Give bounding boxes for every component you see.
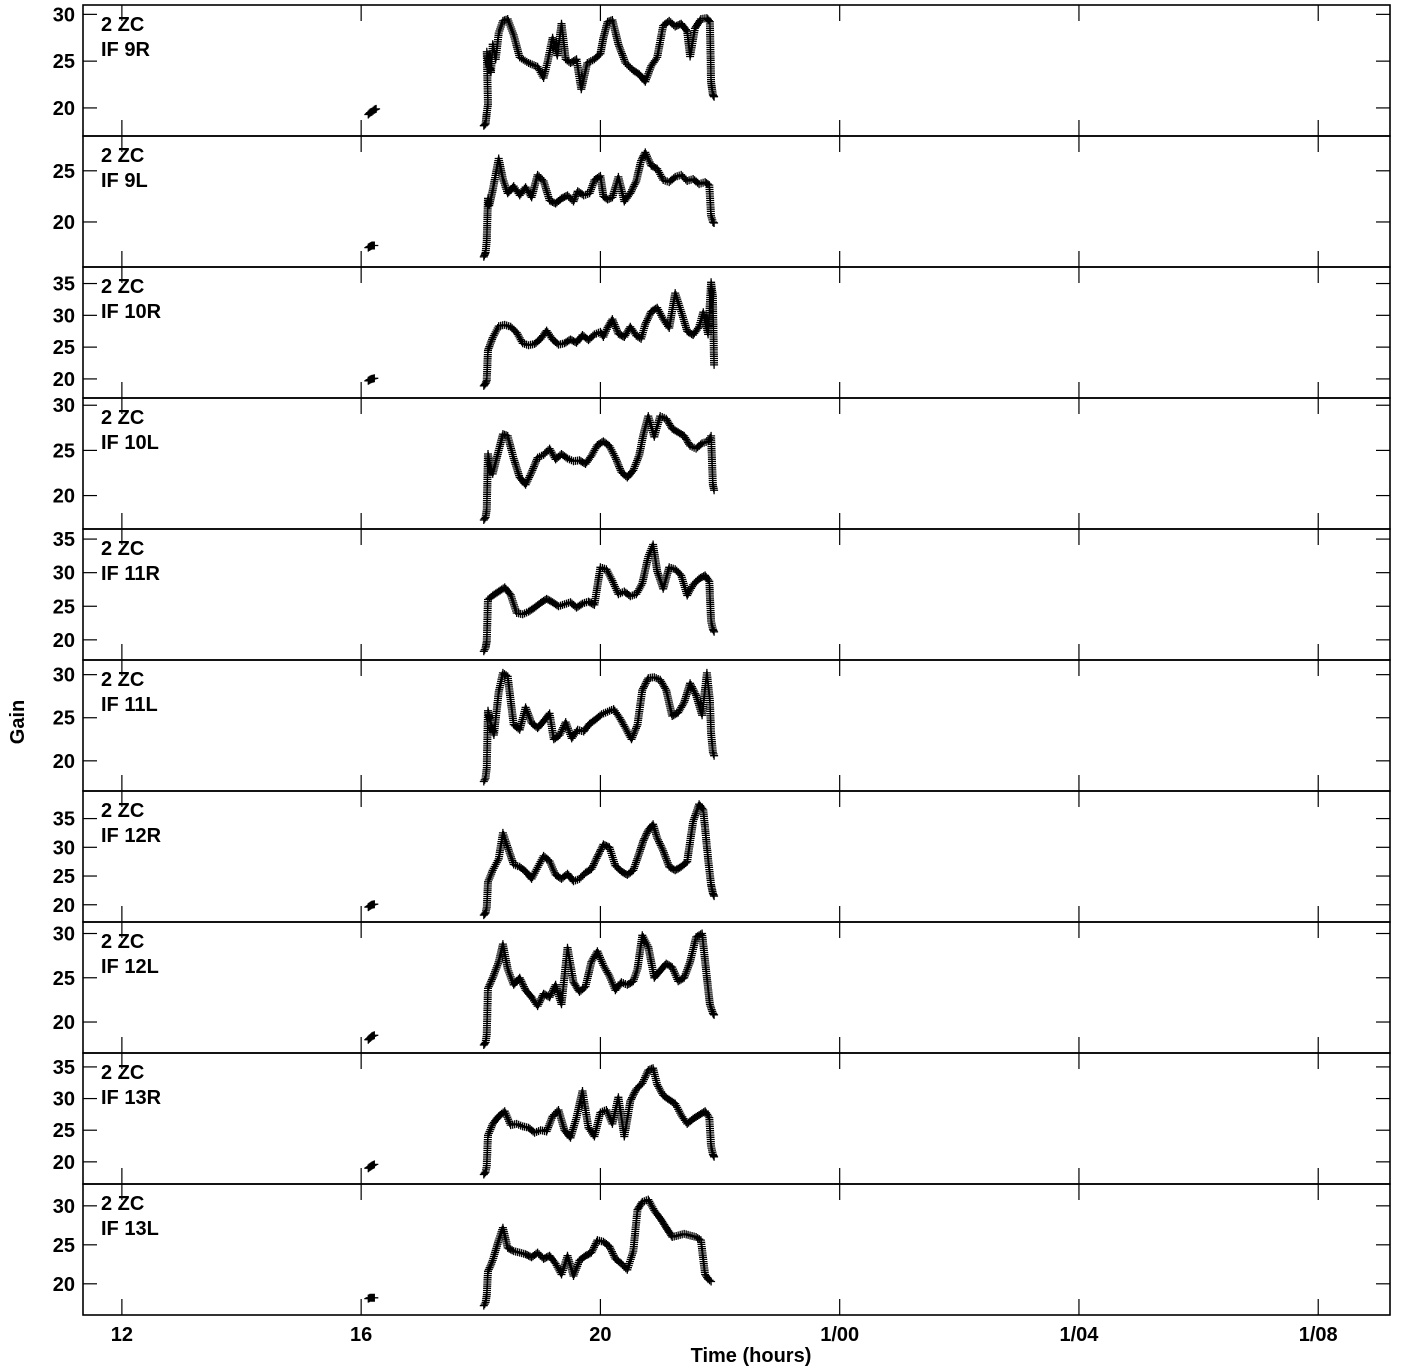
panel-label-if: IF 12L	[101, 956, 159, 978]
y-axis-title: Gain	[7, 700, 29, 744]
y-tick-label: 30	[53, 305, 75, 327]
y-tick-label: 25	[53, 708, 75, 730]
panel-6: 20 25 30 2 ZC IF 11L	[53, 659, 1391, 792]
y-tick-label: 25	[53, 1235, 75, 1257]
x-tick-label: 20	[589, 1324, 611, 1346]
panel-frame	[82, 266, 1391, 399]
data-points	[364, 1195, 716, 1310]
data-points	[479, 540, 719, 656]
y-tick-label: 20	[53, 1012, 75, 1034]
panel-frame	[82, 4, 1391, 137]
panel-9: 20 25 30 35 2 ZC IF 13R	[53, 1052, 1391, 1185]
y-tick-label: 20	[53, 98, 75, 120]
panel-5: 20 25 30 35 2 ZC IF 11R	[53, 528, 1391, 661]
panel-frame	[82, 528, 1391, 661]
panel-label-source: 2 ZC	[101, 14, 144, 36]
panels-group: 20 25 30 2 ZC IF 9R 20 25 2 ZC IF 9L 20 25 30 35 2 ZC…	[53, 4, 1391, 1346]
y-tick-label: 20	[53, 486, 75, 508]
y-tick-label: 30	[53, 4, 75, 26]
x-tick-label: 1/04	[1059, 1324, 1099, 1346]
panel-label-if: IF 11R	[101, 563, 160, 585]
y-tick-label: 25	[53, 1120, 75, 1142]
panel-label-source: 2 ZC	[101, 145, 144, 167]
y-tick-label: 25	[53, 968, 75, 990]
y-tick-label: 20	[53, 369, 75, 391]
y-tick-label: 20	[53, 895, 75, 917]
y-tick-label: 30	[53, 563, 75, 585]
data-points	[364, 1064, 719, 1179]
data-points	[364, 14, 719, 130]
y-tick-label: 25	[53, 440, 75, 462]
y-tick-label: 30	[53, 924, 75, 946]
y-tick-label: 25	[53, 866, 75, 888]
y-tick-label: 30	[53, 395, 75, 417]
panel-label-source: 2 ZC	[101, 669, 144, 691]
y-tick-label: 35	[53, 809, 75, 831]
data-points	[364, 278, 719, 390]
y-tick-label: 35	[53, 1057, 75, 1079]
panel-frame	[82, 790, 1391, 923]
y-tick-label: 25	[53, 161, 75, 183]
y-tick-label: 20	[53, 751, 75, 773]
panel-label-if: IF 10L	[101, 432, 159, 454]
panel-label-source: 2 ZC	[101, 407, 144, 429]
x-tick-label: 12	[111, 1324, 133, 1346]
panel-label-if: IF 11L	[101, 694, 158, 716]
y-tick-label: 30	[53, 1196, 75, 1218]
data-points	[364, 929, 719, 1049]
y-tick-label: 25	[53, 51, 75, 73]
panel-label-if: IF 9L	[101, 170, 148, 192]
panel-label-source: 2 ZC	[101, 1062, 144, 1084]
panel-frame	[82, 1052, 1391, 1185]
panel-label-if: IF 10R	[101, 301, 162, 323]
data-points	[479, 412, 719, 524]
data-points	[364, 800, 719, 920]
panel-10: 20 25 30 2 ZC IF 13L	[53, 1183, 1391, 1316]
y-tick-label: 20	[53, 630, 75, 652]
panel-4: 20 25 30 2 ZC IF 10L	[53, 395, 1391, 530]
panel-frame	[82, 921, 1391, 1054]
panel-label-if: IF 13L	[101, 1218, 159, 1240]
y-tick-label: 35	[53, 274, 75, 296]
panel-label-if: IF 9R	[101, 39, 150, 61]
panel-label-source: 2 ZC	[101, 1193, 144, 1215]
data-points	[479, 668, 719, 786]
x-tick-label: 1/00	[820, 1324, 859, 1346]
y-tick-label: 35	[53, 529, 75, 551]
panel-label-source: 2 ZC	[101, 800, 144, 822]
panel-7: 20 25 30 35 2 ZC IF 12R	[53, 790, 1391, 923]
panel-frame	[82, 397, 1391, 530]
x-axis-title: Time (hours)	[691, 1345, 812, 1367]
panel-1: 20 25 30 2 ZC IF 9R	[53, 4, 1391, 137]
y-tick-label: 30	[53, 1089, 75, 1111]
panel-label-source: 2 ZC	[101, 538, 144, 560]
y-tick-label: 25	[53, 337, 75, 359]
panel-label-source: 2 ZC	[101, 276, 144, 298]
y-tick-label: 30	[53, 665, 75, 687]
y-tick-label: 20	[53, 1152, 75, 1174]
x-tick-labels: 12 16 20 1/00 1/04 1/08	[111, 1324, 1338, 1346]
panel-frame	[82, 135, 1391, 268]
x-tick-label: 1/08	[1299, 1324, 1338, 1346]
panel-frame	[82, 1183, 1391, 1316]
panel-label-if: IF 13R	[101, 1087, 162, 1109]
y-tick-label: 20	[53, 212, 75, 234]
panel-label-source: 2 ZC	[101, 931, 144, 953]
panel-3: 20 25 30 35 2 ZC IF 10R	[53, 266, 1391, 399]
y-tick-label: 30	[53, 837, 75, 859]
panel-label-if: IF 12R	[101, 825, 162, 847]
panel-2: 20 25 2 ZC IF 9L	[53, 135, 1391, 268]
data-points	[364, 148, 719, 261]
x-tick-label: 16	[350, 1324, 372, 1346]
panel-frame	[82, 659, 1391, 792]
panel-8: 20 25 30 2 ZC IF 12L	[53, 921, 1391, 1054]
y-tick-label: 20	[53, 1274, 75, 1296]
y-tick-label: 25	[53, 596, 75, 618]
